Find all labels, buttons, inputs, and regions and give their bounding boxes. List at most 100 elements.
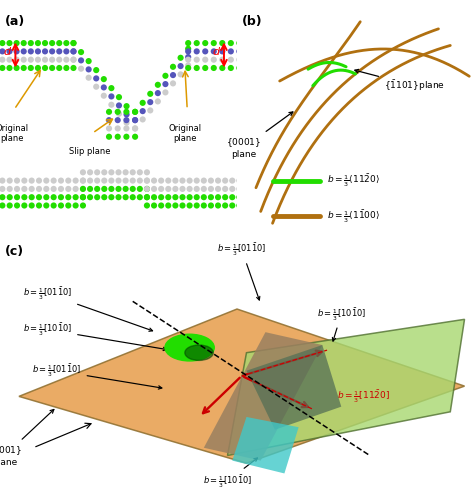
Circle shape [58,203,64,208]
Circle shape [42,40,48,46]
Circle shape [35,57,41,63]
Circle shape [116,102,122,109]
Circle shape [87,186,93,192]
Circle shape [65,186,72,192]
Circle shape [106,117,112,123]
Circle shape [194,65,200,71]
Circle shape [222,186,228,192]
Circle shape [36,186,42,192]
Circle shape [101,186,107,192]
Circle shape [132,125,138,131]
Circle shape [0,48,6,54]
Circle shape [71,57,77,63]
Circle shape [28,186,35,192]
Circle shape [173,177,178,184]
Circle shape [185,57,191,63]
Text: $b = \frac{1}{3}[11\bar{2}0]$: $b = \frac{1}{3}[11\bar{2}0]$ [337,388,390,405]
Text: Slip plane: Slip plane [69,147,111,157]
Circle shape [155,82,161,88]
Circle shape [140,117,146,123]
Circle shape [101,177,107,184]
Circle shape [165,334,214,361]
Circle shape [73,177,79,184]
Circle shape [170,81,176,86]
Text: $d$: $d$ [3,45,12,57]
Circle shape [73,186,79,192]
Circle shape [21,48,27,54]
Circle shape [219,40,226,46]
Circle shape [80,194,86,200]
Circle shape [132,117,138,123]
Circle shape [140,108,146,114]
Text: $b = \frac{1}{3}\langle 11\bar{2}0\rangle$: $b = \frac{1}{3}\langle 11\bar{2}0\rangl… [327,172,380,189]
Circle shape [63,57,69,63]
Circle shape [237,65,242,71]
Circle shape [123,109,129,115]
Text: $b = \frac{1}{3}[10\bar{1}0]$: $b = \frac{1}{3}[10\bar{1}0]$ [23,321,166,351]
Circle shape [116,111,122,117]
Circle shape [87,169,93,175]
Circle shape [179,177,186,184]
Circle shape [0,177,6,184]
Circle shape [215,186,221,192]
Circle shape [94,186,100,192]
Circle shape [56,48,63,54]
Circle shape [100,93,107,99]
Circle shape [93,83,100,90]
Circle shape [158,194,164,200]
Circle shape [80,177,86,184]
Circle shape [222,177,228,184]
Circle shape [106,125,112,131]
Circle shape [13,40,19,46]
Text: (a): (a) [5,15,25,28]
Circle shape [108,177,115,184]
Circle shape [7,186,13,192]
Circle shape [202,57,209,63]
Circle shape [219,48,226,54]
Circle shape [51,203,57,208]
Circle shape [56,57,63,63]
Circle shape [42,48,48,54]
Circle shape [43,186,49,192]
Circle shape [21,65,27,71]
Circle shape [132,109,138,115]
Circle shape [170,64,176,70]
Circle shape [137,194,143,200]
Circle shape [86,58,92,64]
Circle shape [123,120,130,126]
Circle shape [28,57,34,63]
Circle shape [49,48,55,54]
Circle shape [115,117,121,123]
Text: $b = \frac{1}{3}[01\bar{1}0]$: $b = \frac{1}{3}[01\bar{1}0]$ [23,285,153,331]
Circle shape [116,94,122,100]
Circle shape [28,65,34,71]
Text: $b = \frac{1}{3}[10\bar{1}0]$: $b = \frac{1}{3}[10\bar{1}0]$ [203,458,257,490]
Circle shape [237,40,242,46]
Circle shape [201,194,207,200]
Circle shape [237,186,242,192]
Circle shape [202,40,209,46]
Circle shape [35,65,41,71]
Circle shape [14,203,20,208]
Circle shape [194,40,200,46]
Circle shape [78,49,84,55]
Circle shape [215,177,221,184]
Circle shape [122,177,129,184]
Circle shape [101,194,107,200]
Circle shape [51,194,57,200]
Circle shape [144,203,150,208]
Circle shape [144,186,150,192]
Circle shape [228,57,234,63]
Circle shape [0,186,6,192]
Circle shape [73,194,79,200]
Circle shape [130,194,136,200]
Circle shape [219,57,226,63]
Circle shape [71,48,77,54]
Circle shape [94,169,100,175]
Circle shape [123,103,130,109]
Circle shape [116,169,121,175]
Circle shape [147,99,153,105]
Circle shape [108,169,115,175]
Polygon shape [228,319,465,455]
Circle shape [0,194,6,200]
